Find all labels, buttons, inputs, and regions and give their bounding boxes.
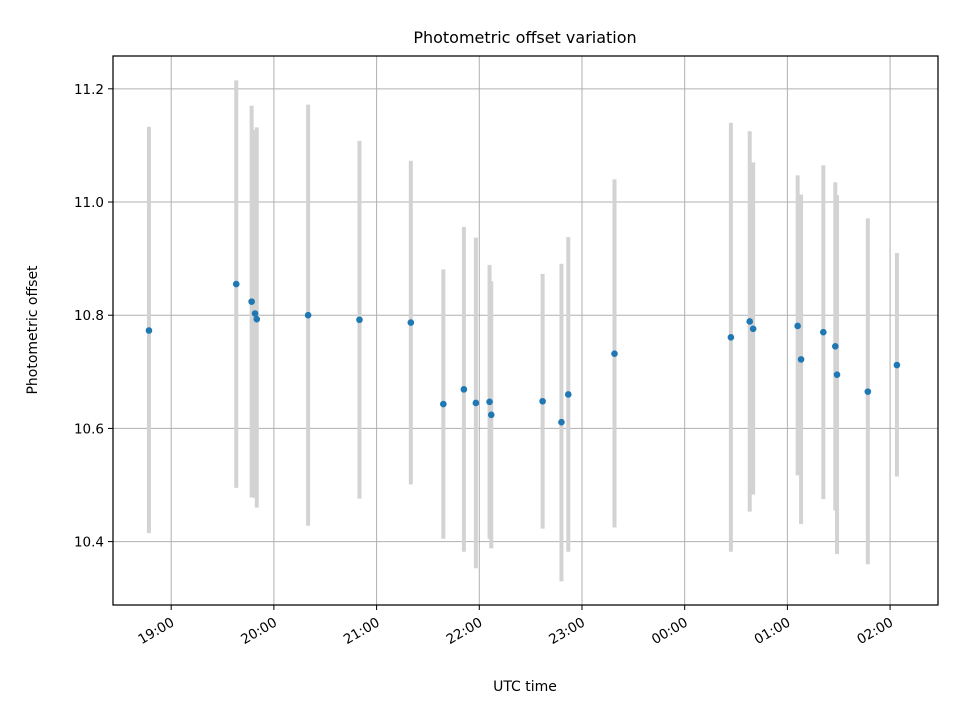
data-point [794, 322, 801, 330]
data-point [440, 400, 447, 408]
data-point [486, 398, 493, 406]
y-tick-label: 10.6 [74, 421, 104, 437]
data-point [893, 361, 901, 369]
data-point [832, 343, 839, 350]
data-point [539, 397, 546, 405]
y-axis-ticks: 10.4 10.6 10.8 11.0 11.2 [74, 82, 113, 551]
data-point [558, 418, 565, 426]
data-point [472, 399, 480, 407]
data-point [833, 371, 841, 378]
data-point [797, 356, 805, 363]
data-point [407, 319, 415, 326]
data-point [145, 327, 153, 334]
data-point [749, 325, 757, 333]
y-tick-label: 10.8 [74, 308, 104, 324]
data-point [727, 333, 735, 341]
y-tick-label: 10.4 [74, 535, 104, 551]
data-point [487, 411, 495, 419]
data-point [611, 350, 618, 358]
data-point [356, 316, 363, 324]
data-point [460, 386, 468, 393]
data-point [564, 391, 572, 398]
plot-frame [112, 55, 939, 606]
y-tick-label: 11.0 [74, 195, 104, 211]
y-tick-label: 11.2 [74, 82, 104, 98]
data-point [864, 388, 872, 395]
data-point [820, 328, 827, 336]
data-points [145, 280, 901, 426]
data-point [746, 318, 754, 325]
chart-title: Photometric offset variation [413, 28, 636, 47]
data-point [253, 315, 261, 323]
data-point [304, 311, 312, 319]
data-point [251, 310, 259, 317]
data-point [248, 298, 255, 305]
x-axis-label: UTC time [493, 679, 557, 695]
data-point [232, 280, 240, 288]
y-axis-label: Photometric offset [25, 265, 41, 395]
